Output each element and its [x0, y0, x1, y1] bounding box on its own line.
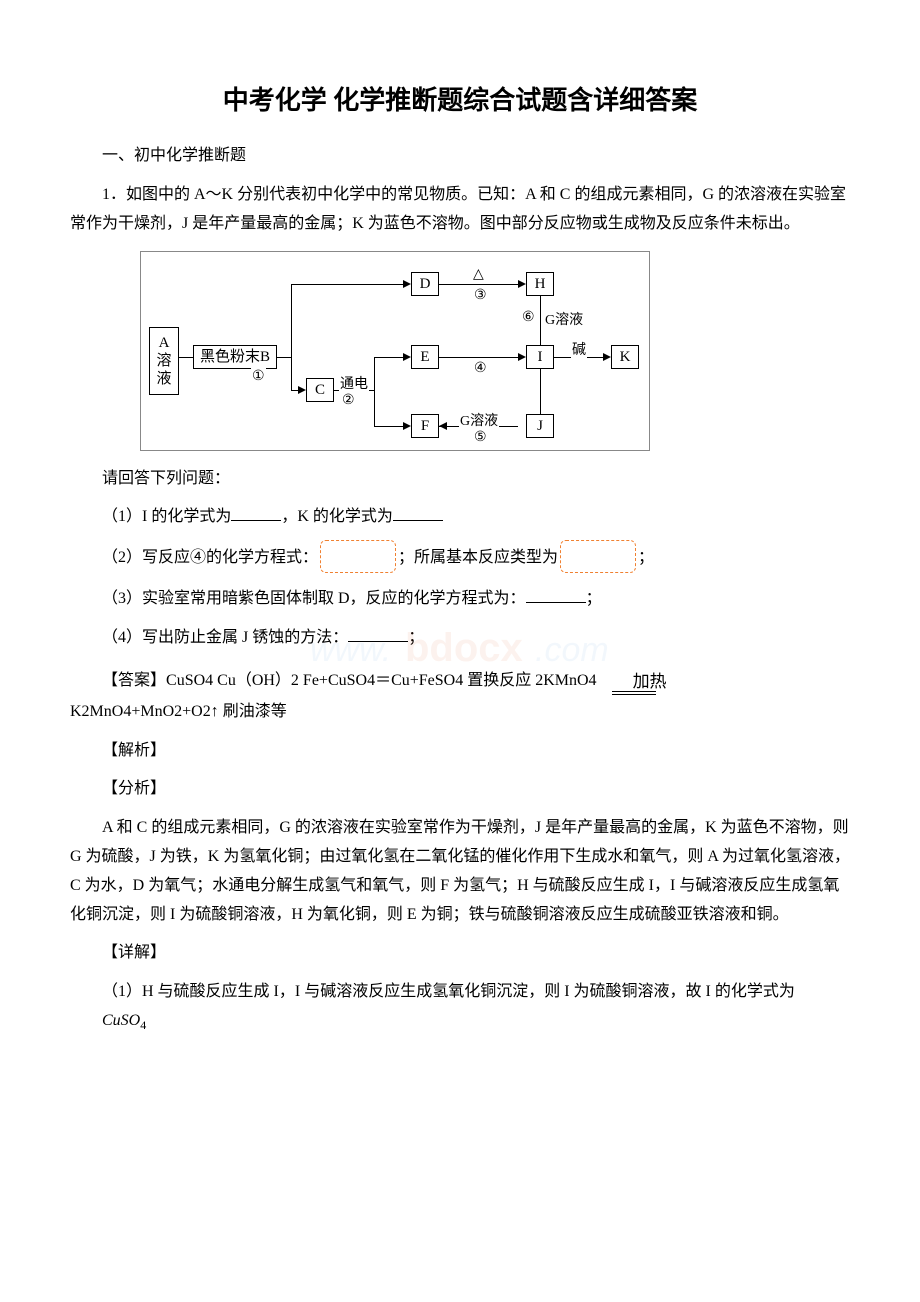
- blank: [231, 504, 281, 522]
- formula-cuso4: CuSO4: [70, 1007, 146, 1037]
- orange-blank-box: [560, 540, 636, 573]
- answer-text-2: K2MnO4+MnO2+O2↑ 刷油漆等: [70, 698, 850, 727]
- heating-condition-icon: 加热: [601, 673, 667, 695]
- arrow-icon: [403, 353, 411, 361]
- line: [374, 426, 403, 427]
- question-intro: 1．如图中的 A～K 分别代表初中化学中的常见物质。已知：A 和 C 的组成元素…: [70, 181, 850, 239]
- line: [277, 357, 291, 358]
- xiangjie-label: 【详解】: [70, 939, 850, 968]
- blank: [526, 585, 586, 603]
- answer-label: 【答案】: [102, 672, 166, 689]
- q3-text-b: ；: [586, 590, 602, 607]
- q2-text-c: ；: [638, 549, 654, 566]
- line: [291, 390, 298, 391]
- arrow-icon: [518, 280, 526, 288]
- arrow-icon: [298, 386, 306, 394]
- circle-4: ④: [473, 360, 488, 377]
- arrow-icon: [518, 353, 526, 361]
- circle-5: ⑤: [473, 429, 488, 446]
- analysis-text: A 和 C 的组成元素相同，G 的浓溶液在实验室常作为干燥剂，J 是年产量最高的…: [70, 814, 850, 929]
- circle-1: ①: [251, 368, 266, 385]
- line: [291, 284, 292, 390]
- q2-text-a: （2）写反应④的化学方程式：: [102, 549, 318, 566]
- box-b: 黑色粉末B: [193, 345, 277, 369]
- section-heading: 一、初中化学推断题: [70, 141, 850, 165]
- box-i: I: [526, 345, 554, 369]
- jiare-text: 加热: [601, 673, 667, 690]
- box-k: K: [611, 345, 639, 369]
- orange-blank-box: [320, 540, 396, 573]
- detail-1: （1）H 与硫酸反应生成 I，I 与碱溶液反应生成氢氧化铜沉淀，则 I 为硫酸铜…: [70, 978, 850, 1037]
- blank: [348, 624, 408, 642]
- box-e: E: [411, 345, 439, 369]
- q4-text-b: ；: [408, 629, 424, 646]
- box-a: A 溶 液: [149, 327, 179, 395]
- question-3: （3）实验室常用暗紫色固体制取 D，反应的化学方程式为： ；: [70, 585, 850, 614]
- detail-1-text: （1）H 与硫酸反应生成 I，I 与碱溶液反应生成氢氧化铜沉淀，则 I 为硫酸铜…: [102, 983, 795, 1000]
- blank: [599, 543, 629, 561]
- answer-text-1: CuSO4 Cu（OH）2 Fe+CuSO4＝Cu+FeSO4 置换反应 2KM…: [166, 672, 597, 689]
- answer-block: 【答案】CuSO4 Cu（OH）2 Fe+CuSO4＝Cu+FeSO4 置换反应…: [70, 663, 850, 698]
- q2-text-b: ；所属基本反应类型为: [398, 549, 558, 566]
- box-j: J: [526, 414, 554, 438]
- line: [179, 357, 193, 358]
- circle-2: ②: [341, 392, 356, 409]
- line: [439, 284, 518, 285]
- label-gsolution-1: G溶液: [544, 309, 584, 329]
- arrow-icon: [403, 280, 411, 288]
- line: [439, 357, 518, 358]
- line: [540, 369, 541, 414]
- line: [374, 357, 375, 426]
- blank: [393, 504, 443, 522]
- box-d: D: [411, 272, 439, 296]
- equals-bar-icon: [612, 691, 656, 695]
- fenxi-label: 【分析】: [70, 775, 850, 804]
- question-prompt: 请回答下列问题：: [70, 465, 850, 494]
- box-h: H: [526, 272, 554, 296]
- box-c: C: [306, 378, 334, 402]
- circle-3: ③: [473, 287, 488, 304]
- label-jian: 碱: [571, 339, 587, 359]
- q1-text-b: ，K 的化学式为: [281, 508, 393, 525]
- box-f: F: [411, 414, 439, 438]
- circle-6: ⑥: [521, 309, 536, 326]
- arrow-left-icon: [439, 422, 447, 430]
- line: [291, 284, 403, 285]
- page-title: 中考化学 化学推断题综合试题含详细答案: [70, 80, 850, 117]
- question-2: （2）写反应④的化学方程式： ；所属基本反应类型为 ；: [70, 542, 850, 575]
- label-gsolution-2: G溶液: [459, 410, 499, 430]
- triangle-icon: △: [473, 266, 484, 283]
- blank: [359, 543, 389, 561]
- q3-text-a: （3）实验室常用暗紫色固体制取 D，反应的化学方程式为：: [102, 590, 526, 607]
- arrow-icon: [403, 422, 411, 430]
- arrow-icon: [603, 353, 611, 361]
- jiexi-label: 【解析】: [70, 737, 850, 766]
- q4-text-a: （4）写出防止金属 J 锈蚀的方法：: [102, 629, 348, 646]
- question-4: （4）写出防止金属 J 锈蚀的方法： ；: [70, 624, 850, 653]
- q1-text-a: （1）I 的化学式为: [102, 508, 231, 525]
- label-tongdian: 通电: [339, 373, 369, 393]
- line: [374, 357, 403, 358]
- question-1: （1）I 的化学式为 ，K 的化学式为: [70, 503, 850, 532]
- line: [540, 296, 541, 345]
- flow-diagram: A 溶 液 黑色粉末B C D E F H I J K ① 通电 ② △ ③ ④…: [140, 251, 650, 451]
